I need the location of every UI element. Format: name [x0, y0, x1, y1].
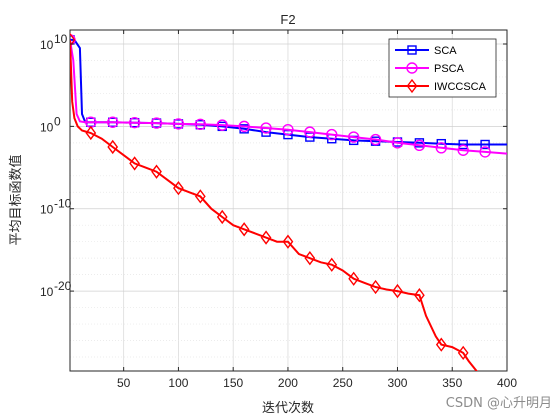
circle-marker: [282, 123, 294, 136]
diamond-marker: [107, 139, 119, 155]
series-layer: [70, 32, 507, 388]
x-axis-label: 迭代次数: [262, 400, 314, 416]
chart-title: F2: [280, 12, 295, 27]
circle-marker: [326, 128, 338, 141]
circle-marker: [260, 122, 272, 134]
diamond-marker: [392, 283, 403, 299]
x-tick-label: 100: [168, 376, 188, 390]
legend-item-sca: SCA: [395, 45, 457, 57]
circle-marker: [369, 133, 382, 146]
legend-label: IWCCSCA: [434, 81, 487, 93]
diamond-marker: [348, 271, 360, 286]
x-tick-label: 400: [497, 376, 517, 390]
diamond-marker: [151, 164, 162, 179]
circle-marker: [479, 146, 491, 158]
diamond-marker: [260, 230, 272, 245]
legend-item-iwccsca: IWCCSCA: [395, 78, 487, 94]
diamond-marker: [414, 288, 425, 303]
circle-marker: [413, 139, 426, 152]
diamond-marker: [129, 156, 140, 171]
diamond-marker: [194, 189, 206, 204]
legend: SCA PSCA IWCCSCA: [388, 38, 497, 98]
diamond-marker: [216, 209, 228, 225]
circle-marker: [172, 118, 185, 130]
x-tick-label: 200: [278, 376, 298, 390]
y-axis-label: 平均目标函数值: [8, 154, 24, 245]
circle-marker: [216, 119, 228, 131]
legend-item-psca: PSCA: [395, 62, 465, 75]
square-marker: [480, 139, 490, 150]
diamond-marker: [406, 78, 418, 94]
circle-marker: [435, 142, 447, 154]
square-marker: [458, 139, 468, 150]
x-tick-label: 300: [387, 376, 407, 390]
plot-area-frame: [69, 29, 508, 372]
diamond-marker: [282, 234, 294, 249]
diamond-marker: [370, 279, 381, 295]
circle-marker: [406, 62, 418, 74]
watermark: CSDN @心升明月: [446, 396, 552, 411]
x-tick-label: 150: [223, 376, 243, 390]
circle-marker: [128, 116, 141, 129]
y-tick-exponent: -10: [54, 197, 72, 211]
diamond-marker: [238, 222, 250, 237]
circle-marker: [107, 116, 119, 128]
diamond-marker: [326, 257, 338, 272]
square-marker: [407, 45, 417, 55]
circle-marker: [391, 137, 404, 149]
series-psca: [70, 34, 507, 158]
diamond-marker: [70, 32, 76, 48]
y-tick-exponent: 0: [54, 114, 61, 128]
circle-marker: [347, 131, 360, 143]
circle-marker: [238, 120, 250, 133]
diamond-marker: [457, 345, 469, 361]
y-tick-label: 10: [40, 203, 54, 217]
legend-label: PSCA: [434, 63, 465, 75]
x-tick-label: 250: [333, 376, 353, 390]
legend-label: SCA: [434, 45, 457, 57]
circle-marker: [304, 126, 316, 138]
x-tick-label: 50: [117, 376, 131, 390]
circle-marker: [150, 117, 163, 129]
circle-marker: [457, 144, 469, 156]
series-line-iwccsca: [70, 39, 478, 371]
y-tick-label: 10: [40, 38, 54, 52]
diamond-marker: [435, 337, 447, 352]
diamond-marker: [481, 376, 490, 388]
series-iwccsca: [70, 32, 490, 388]
y-tick-label: 10: [40, 285, 54, 299]
y-tick-exponent: 10: [54, 32, 68, 46]
y-tick-exponent: -20: [54, 279, 72, 293]
circle-marker: [194, 118, 207, 131]
diamond-marker: [85, 125, 97, 141]
diamond-marker: [304, 250, 316, 266]
diamond-marker: [173, 180, 184, 196]
y-tick-label: 10: [40, 120, 54, 134]
x-tick-label: 350: [442, 376, 462, 390]
